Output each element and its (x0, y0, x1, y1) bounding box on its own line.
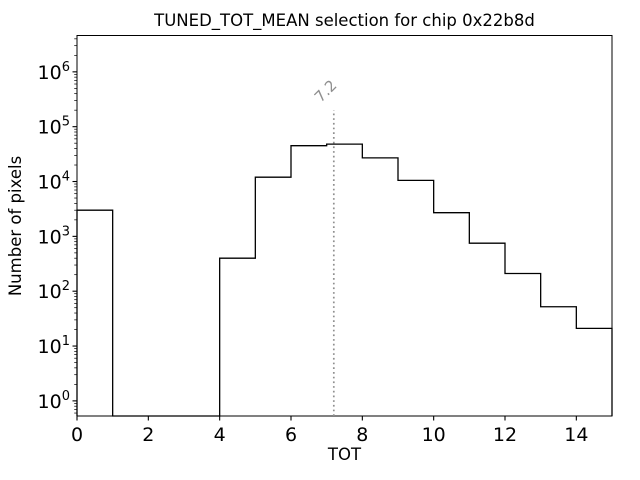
x-tick-label: 6 (285, 424, 297, 446)
histogram-step-path (76, 143, 613, 417)
plot-layers: 100 101 102 103 104 105 106 0 2 4 6 8 10 12 14 7.2 (38, 35, 613, 446)
y-tick-label: 102 (38, 279, 70, 303)
x-tick-label: 12 (493, 424, 517, 446)
x-tick-label: 10 (422, 424, 446, 446)
y-tick-label: 105 (38, 115, 70, 139)
y-tick-label: 104 (38, 170, 70, 194)
x-tick-label: 0 (71, 424, 83, 446)
y-tick-label: 100 (38, 389, 70, 413)
chart-title: TUNED_TOT_MEAN selection for chip 0x22b8… (153, 11, 535, 31)
threshold-label: 7.2 (311, 76, 341, 106)
x-axis-label: TOT (327, 445, 362, 464)
y-tick-label: 106 (38, 60, 70, 84)
x-tick-label: 14 (564, 424, 588, 446)
y-tick-label: 101 (38, 334, 70, 358)
y-tick-label: 103 (38, 224, 70, 248)
y-axis-label: Number of pixels (6, 156, 25, 296)
x-tick-label: 4 (214, 424, 226, 446)
plot-frame (76, 35, 613, 417)
x-tick-label: 8 (356, 424, 368, 446)
x-tick-label: 2 (142, 424, 154, 446)
